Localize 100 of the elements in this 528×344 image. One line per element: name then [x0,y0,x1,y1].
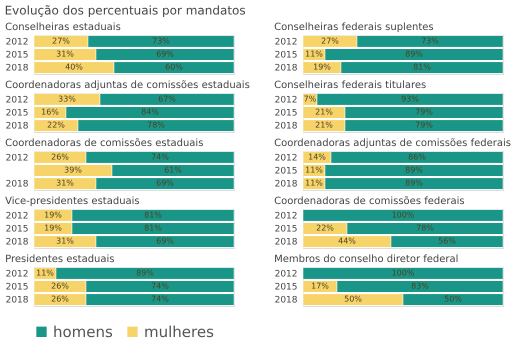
y-tick-label: 2018 [6,238,29,248]
data-label: 26% [51,282,70,290]
data-label: 33% [58,94,76,104]
y-tick-label: 2015 [274,282,298,292]
chart-subtitle: Conselheiras estaduais [5,22,121,33]
y-tick-label: 2012 [274,269,298,280]
data-label: 60% [165,62,184,72]
data-label: 74% [151,294,170,304]
y-tick-label: 2015 [274,50,298,60]
data-label: 81% [144,210,162,220]
y-tick-label: 2018 [6,180,29,190]
data-label: 100% [392,210,415,220]
y-tick-label: 2018 [6,296,29,306]
chart-subtitle: Presidentes estaduais [5,254,114,265]
y-tick-label: 2012 [6,211,28,222]
data-label: 17% [311,282,330,290]
y-tick-label: 2012 [274,211,298,222]
data-label: 69% [156,236,174,246]
data-label: 89% [405,166,424,174]
data-label: 79% [415,108,434,116]
data-label: 19% [44,224,62,232]
data-label: 69% [156,50,174,58]
chart-subtitle: Membros do conselho diretor federal [274,254,458,265]
data-label: 84% [141,108,160,116]
y-tick-label: 2012 [274,95,298,106]
chart-title: Evolução dos percentuais por mandatos [4,4,246,18]
chart-subtitle: Conselheiras federais titulares [274,80,426,91]
data-label: 86% [408,152,426,162]
y-tick-label: 2012 [6,37,28,48]
y-tick-label: 2015 [274,166,298,176]
y-tick-label: 2015 [274,108,298,118]
chart-subtitle: Conselheiras federais suplentes [274,22,434,33]
y-tick-label: 2012 [274,153,298,164]
data-label: 81% [144,224,162,232]
data-label: 11% [305,178,324,188]
data-label: 27% [52,36,70,46]
chart-subtitle: Vice-presidentes estaduais [5,196,140,207]
data-label: 31% [56,236,74,246]
y-tick-label: 2018 [274,64,298,74]
legend-label: mulheres [144,322,214,341]
y-tick-label: 2018 [6,64,29,74]
data-label: 21% [315,120,334,130]
data-label: 19% [44,210,62,220]
data-label: 39% [64,166,82,174]
y-tick-label: 2015 [6,282,28,292]
data-label: 83% [411,282,430,290]
data-label: 50% [344,294,362,304]
data-label: 11% [305,166,324,174]
data-label: 79% [415,120,434,130]
y-tick-label: 2015 [6,50,28,60]
data-label: 19% [313,62,332,72]
y-tick-label: 2018 [274,238,298,248]
y-tick-label: 2012 [274,37,298,48]
data-label: 89% [136,268,154,278]
data-label: 22% [47,120,66,130]
data-label: 31% [56,178,74,188]
data-label: 7% [304,94,317,104]
chart-subtitle: Coordenadoras de comissões federais [274,196,465,207]
legend-label: homens [53,322,114,341]
y-tick-label: 2012 [6,269,28,280]
data-label: 22% [316,224,334,232]
data-label: 61% [164,166,182,174]
data-label: 93% [401,94,420,104]
y-tick-label: 2012 [6,95,28,106]
y-tick-label: 2015 [274,224,298,234]
data-label: 100% [392,268,415,278]
data-label: 89% [405,50,424,58]
data-label: 16% [41,108,60,116]
data-label: 11% [305,50,324,58]
data-label: 81% [413,62,432,72]
chart-subtitle: Coordenadoras de comissões estaduais [5,138,204,149]
data-label: 74% [151,152,170,162]
data-label: 73% [421,36,440,46]
data-label: 56% [438,236,456,246]
data-label: 26% [51,152,70,162]
data-label: 50% [444,294,462,304]
chart-subtitle: Coordenadoras adjuntas de comissões federais [274,138,511,149]
y-tick-label: 2012 [6,153,28,164]
data-label: 44% [338,236,356,246]
data-label: 14% [308,152,326,162]
data-label: 78% [416,224,434,232]
y-tick-label: 2018 [6,122,29,132]
data-label: 11% [36,268,54,278]
y-tick-label: 2018 [274,122,298,132]
chart-subtitle: Coordenadoras adjuntas de comissões estaduais [5,80,250,91]
data-label: 26% [51,294,70,304]
data-label: 21% [315,108,334,116]
data-label: 27% [321,36,340,46]
data-label: 78% [147,120,166,130]
data-label: 89% [405,178,424,188]
y-tick-label: 2015 [6,108,28,118]
y-tick-label: 2015 [6,224,28,234]
data-label: 67% [158,94,176,104]
data-label: 40% [65,62,84,72]
y-tick-label: 2018 [274,180,298,190]
y-tick-label: 2018 [274,296,298,306]
data-label: 74% [151,282,170,290]
data-label: 73% [152,36,170,46]
data-label: 31% [56,50,74,58]
data-label: 69% [156,178,174,188]
